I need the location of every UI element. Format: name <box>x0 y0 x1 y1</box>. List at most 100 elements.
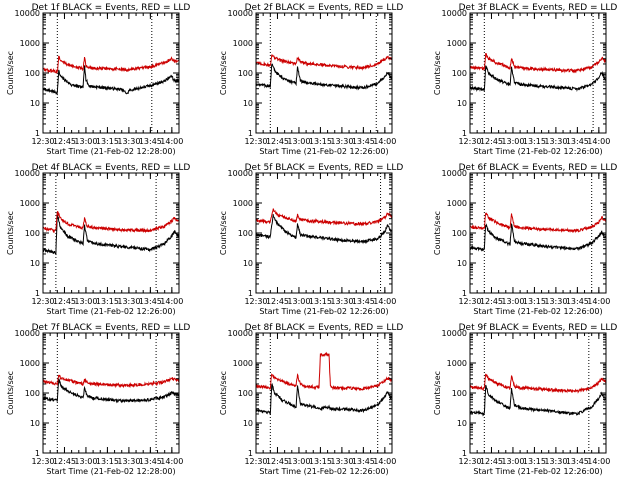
x-tick-label: 13:15 <box>523 137 546 146</box>
x-tick-label: 13:30 <box>544 457 567 466</box>
events-series-line <box>470 384 606 417</box>
y-tick-label: 10 <box>457 259 467 268</box>
panel-det-8: Det 8f BLACK = Events, RED = LLD 1 10 100 10… <box>219 323 403 476</box>
x-tick-label: 13:15 <box>523 297 546 306</box>
x-axis-label: Start Time (21-Feb-02 12:26:00) <box>46 307 175 316</box>
y-tick-label: 1 <box>35 129 40 138</box>
panel-title: Det 3f BLACK = Events, RED = LLD <box>459 3 618 13</box>
y-tick-label: 10 <box>30 419 40 428</box>
x-tick-label: 13:45 <box>566 457 589 466</box>
lld-series-line <box>256 208 392 227</box>
lld-series-line <box>43 374 179 389</box>
y-tick-label: 1 <box>248 289 253 298</box>
plot-frame <box>469 332 607 454</box>
y-tick-label: 10000 <box>442 169 467 178</box>
x-tick-label: 13:00 <box>287 457 310 466</box>
y-tick-label: 10000 <box>15 329 40 338</box>
x-tick-label: 13:30 <box>117 137 140 146</box>
y-tick-label: 100 <box>238 69 253 78</box>
panel-title: Det 6f BLACK = Events, RED = LLD <box>459 163 618 173</box>
panel-title: Det 2f BLACK = Events, RED = LLD <box>245 3 404 13</box>
lld-series-line <box>470 53 606 74</box>
y-tick-label: 10 <box>30 99 40 108</box>
x-tick-label: 13:30 <box>117 457 140 466</box>
x-tick-label: 12:30 <box>244 297 267 306</box>
x-tick-label: 13:30 <box>544 137 567 146</box>
x-tick-label: 13:45 <box>566 137 589 146</box>
y-axis-label: Counts/sec <box>219 371 228 415</box>
x-tick-label: 13:15 <box>96 297 119 306</box>
panel-det-3: Det 3f BLACK = Events, RED = LLD 1 10 100 10… <box>433 3 617 156</box>
y-axis-label: Counts/sec <box>6 51 15 95</box>
y-tick-label: 100 <box>452 69 467 78</box>
plot-frame <box>42 12 180 134</box>
x-axis-label: Start Time (21-Feb-02 12:26:00) <box>259 147 388 156</box>
y-axis-label: Counts/sec <box>6 211 15 255</box>
plot-frame <box>255 332 393 454</box>
y-axis-label: Counts/sec <box>433 211 442 255</box>
events-series-line <box>43 65 179 96</box>
x-tick-label: 14:00 <box>160 137 183 146</box>
panel-title: Det 9f BLACK = Events, RED = LLD <box>459 323 618 333</box>
x-tick-label: 13:00 <box>74 457 97 466</box>
x-axis-label: Start Time (21-Feb-02 12:26:00) <box>473 147 602 156</box>
x-axis-label: Start Time (21-Feb-02 12:26:00) <box>473 467 602 476</box>
y-tick-label: 10000 <box>228 169 253 178</box>
y-tick-label: 1000 <box>447 199 467 208</box>
y-tick-label: 10000 <box>15 9 40 18</box>
y-tick-label: 10000 <box>15 169 40 178</box>
x-tick-label: 14:00 <box>587 457 610 466</box>
panel-title: Det 4f BLACK = Events, RED = LLD <box>32 163 191 173</box>
x-tick-label: 13:00 <box>74 137 97 146</box>
y-tick-label: 1 <box>35 449 40 458</box>
panel-title: Det 7f BLACK = Events, RED = LLD <box>32 323 191 333</box>
x-tick-label: 12:30 <box>244 137 267 146</box>
x-tick-label: 12:45 <box>266 457 289 466</box>
x-tick-label: 12:45 <box>53 297 76 306</box>
x-tick-label: 12:30 <box>244 457 267 466</box>
y-tick-label: 100 <box>238 389 253 398</box>
x-tick-label: 14:00 <box>160 297 183 306</box>
x-tick-label: 13:15 <box>96 137 119 146</box>
y-tick-label: 100 <box>452 389 467 398</box>
x-tick-label: 13:45 <box>352 137 375 146</box>
y-tick-label: 1000 <box>447 359 467 368</box>
x-tick-label: 14:00 <box>587 137 610 146</box>
y-tick-label: 1000 <box>20 39 40 48</box>
x-tick-label: 12:45 <box>266 297 289 306</box>
panel-det-9: Det 9f BLACK = Events, RED = LLD 1 10 100 10… <box>433 323 617 476</box>
y-axis-label: Counts/sec <box>433 371 442 415</box>
y-tick-label: 1 <box>248 449 253 458</box>
x-tick-label: 13:45 <box>139 137 162 146</box>
x-tick-label: 12:30 <box>458 137 481 146</box>
panel-title: Det 1f BLACK = Events, RED = LLD <box>32 3 191 13</box>
x-tick-label: 12:30 <box>31 297 54 306</box>
y-tick-label: 10 <box>457 99 467 108</box>
x-axis-label: Start Time (21-Feb-02 12:28:00) <box>46 467 175 476</box>
x-tick-label: 13:00 <box>74 297 97 306</box>
x-tick-label: 14:00 <box>373 297 396 306</box>
x-tick-label: 12:45 <box>53 457 76 466</box>
x-tick-label: 13:30 <box>330 457 353 466</box>
events-series-line <box>470 223 606 252</box>
panel-det-1: Det 1f BLACK = Events, RED = LLD 1 10 100 10… <box>6 3 190 156</box>
x-tick-label: 12:30 <box>458 297 481 306</box>
x-tick-label: 13:00 <box>501 457 524 466</box>
y-tick-label: 10 <box>457 419 467 428</box>
panel-det-6: Det 6f BLACK = Events, RED = LLD 1 10 100 10… <box>433 163 617 316</box>
x-tick-label: 13:15 <box>309 457 332 466</box>
y-tick-label: 10 <box>243 259 253 268</box>
y-tick-label: 100 <box>25 229 40 238</box>
events-series-line <box>43 212 179 256</box>
y-tick-label: 10 <box>243 419 253 428</box>
y-tick-label: 1000 <box>447 39 467 48</box>
panel-det-5: Det 5f BLACK = Events, RED = LLD 1 10 100 10… <box>219 163 403 316</box>
y-tick-label: 1000 <box>233 359 253 368</box>
lld-series-line <box>256 351 392 392</box>
y-tick-label: 10 <box>30 259 40 268</box>
x-axis-label: Start Time (21-Feb-02 12:26:00) <box>473 307 602 316</box>
x-tick-label: 12:45 <box>480 457 503 466</box>
x-tick-label: 13:30 <box>330 297 353 306</box>
y-tick-label: 10 <box>243 99 253 108</box>
